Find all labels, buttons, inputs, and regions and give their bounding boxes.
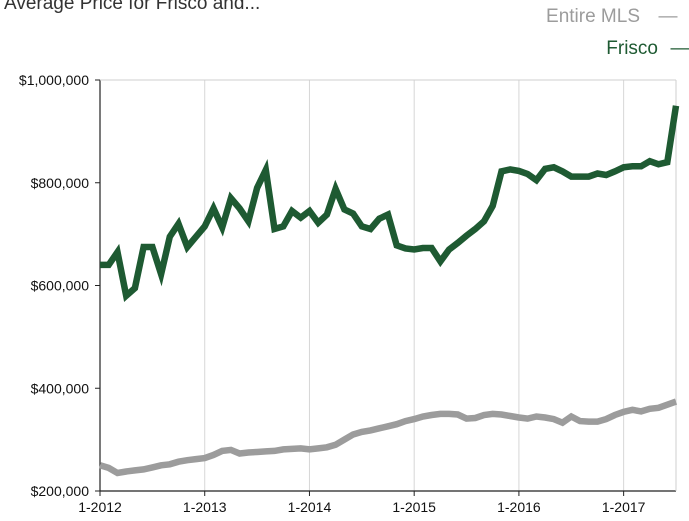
legend-label-entire-mls: Entire MLS	[546, 6, 640, 27]
series-line-entire-mls	[99, 398, 678, 477]
axes	[95, 79, 677, 496]
x-tick-label: 1-2017	[602, 499, 646, 515]
x-tick-label: 1-2013	[183, 499, 227, 515]
series-line-frisco	[100, 105, 680, 302]
legend-marker-frisco: —	[671, 38, 689, 59]
y-tick-label: $600,000	[31, 278, 90, 294]
legend-item-frisco: Frisco —	[606, 38, 689, 59]
legend-label-frisco: Frisco	[606, 38, 658, 59]
chart-title-fragment: Average Price for Frisco and...	[4, 0, 260, 14]
x-tick-labels: 1-2012 1-2013 1-2014 1-2015 1-2016 1-2017	[78, 499, 645, 515]
x-tick-label: 1-2014	[288, 499, 332, 515]
series-lines	[99, 105, 680, 477]
x-tick-label: 1-2015	[392, 499, 436, 515]
x-tick-label: 1-2012	[78, 499, 122, 515]
legend-item-entire-mls: Entire MLS —	[546, 6, 677, 27]
y-tick-label: $200,000	[31, 483, 90, 499]
y-tick-label: $1,000,000	[19, 72, 89, 88]
y-tick-label: $800,000	[31, 175, 90, 191]
y-tick-label: $400,000	[31, 380, 90, 396]
y-tick-labels: $200,000 $400,000 $600,000 $800,000 $1,000,0…	[19, 72, 89, 499]
x-tick-label: 1-2016	[497, 499, 541, 515]
legend: Entire MLS — Frisco —	[546, 6, 689, 59]
legend-marker-entire-mls: —	[659, 6, 678, 27]
